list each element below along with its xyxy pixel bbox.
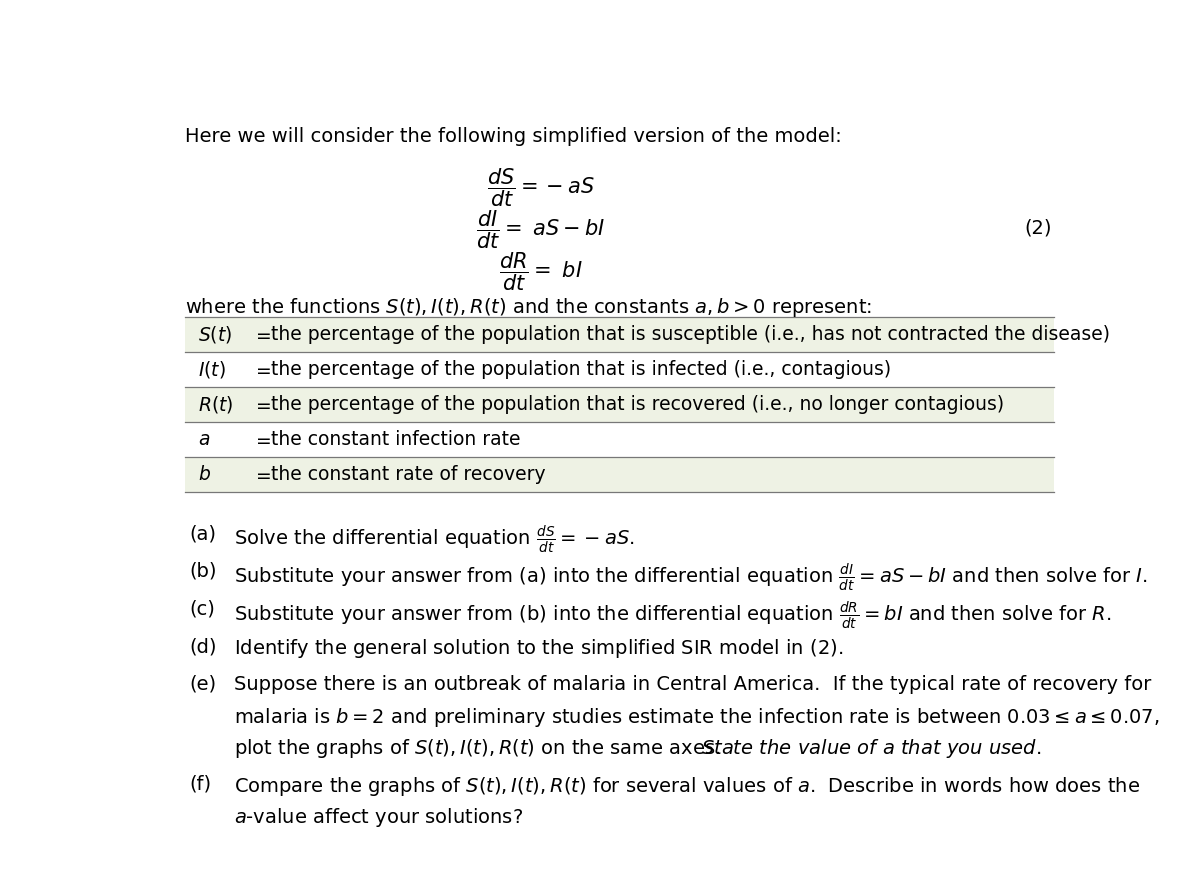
Text: $=$: $=$ [252, 430, 271, 449]
Text: $\dfrac{dR}{dt} = \ bI$: $\dfrac{dR}{dt} = \ bI$ [499, 250, 582, 293]
Text: Substitute your answer from (b) into the differential equation $\frac{dR}{dt} = : Substitute your answer from (b) into the… [234, 599, 1111, 632]
FancyBboxPatch shape [185, 387, 1054, 422]
Text: $R(t)$: $R(t)$ [198, 394, 234, 415]
Text: Substitute your answer from (a) into the differential equation $\frac{dI}{dt} = : Substitute your answer from (a) into the… [234, 562, 1147, 594]
FancyBboxPatch shape [185, 317, 1054, 352]
Text: Suppose there is an outbreak of malaria in Central America.  If the typical rate: Suppose there is an outbreak of malaria … [234, 675, 1151, 694]
FancyBboxPatch shape [185, 457, 1054, 492]
Text: $\dfrac{dS}{dt} = -aS$: $\dfrac{dS}{dt} = -aS$ [487, 167, 594, 209]
Text: the percentage of the population that is infected (i.e., contagious): the percentage of the population that is… [271, 360, 892, 379]
Text: malaria is $b = 2$ and preliminary studies estimate the infection rate is betwee: malaria is $b = 2$ and preliminary studi… [234, 706, 1159, 729]
Text: (c): (c) [190, 599, 215, 619]
Text: the percentage of the population that is susceptible (i.e., has not contracted t: the percentage of the population that is… [271, 325, 1110, 344]
Text: (f): (f) [190, 774, 211, 794]
Text: where the functions $S(t), I(t), R(t)$ and the constants $a, b > 0$ represent:: where the functions $S(t), I(t), R(t)$ a… [185, 297, 872, 319]
Text: (b): (b) [190, 562, 216, 581]
Text: $\it{State\ the\ value\ of\ } a \it{\ that\ you\ used.}$: $\it{State\ the\ value\ of\ } a \it{\ th… [701, 737, 1040, 760]
Text: $b$: $b$ [198, 465, 211, 484]
Text: Identify the general solution to the simplified SIR model in $(2)$.: Identify the general solution to the sim… [234, 637, 842, 661]
Text: $=$: $=$ [252, 325, 271, 344]
FancyBboxPatch shape [185, 422, 1054, 457]
Text: $a$-value affect your solutions?: $a$-value affect your solutions? [234, 806, 523, 829]
Text: (d): (d) [190, 637, 216, 656]
Text: (a): (a) [190, 524, 216, 543]
Text: $S(t)$: $S(t)$ [198, 324, 233, 345]
Text: $=$: $=$ [252, 360, 271, 379]
Text: $\dfrac{dI}{dt} = \ aS - bI$: $\dfrac{dI}{dt} = \ aS - bI$ [476, 209, 605, 251]
Text: $=$: $=$ [252, 395, 271, 414]
Text: (2): (2) [1025, 219, 1052, 238]
FancyBboxPatch shape [185, 352, 1054, 387]
Text: (e): (e) [190, 675, 216, 694]
Text: the percentage of the population that is recovered (i.e., no longer contagious): the percentage of the population that is… [271, 395, 1004, 414]
Text: the constant rate of recovery: the constant rate of recovery [271, 465, 546, 484]
Text: plot the graphs of $S(t), I(t), R(t)$ on the same axes.: plot the graphs of $S(t), I(t), R(t)$ on… [234, 737, 728, 760]
Text: $I(t)$: $I(t)$ [198, 359, 227, 380]
Text: the constant infection rate: the constant infection rate [271, 430, 521, 449]
Text: Here we will consider the following simplified version of the model:: Here we will consider the following simp… [185, 127, 842, 145]
Text: $=$: $=$ [252, 465, 271, 484]
Text: Compare the graphs of $S(t), I(t), R(t)$ for several values of $a$.  Describe in: Compare the graphs of $S(t), I(t), R(t)$… [234, 774, 1140, 798]
Text: Solve the differential equation $\frac{dS}{dt} = -aS$.: Solve the differential equation $\frac{d… [234, 524, 635, 556]
Text: $a$: $a$ [198, 430, 211, 449]
